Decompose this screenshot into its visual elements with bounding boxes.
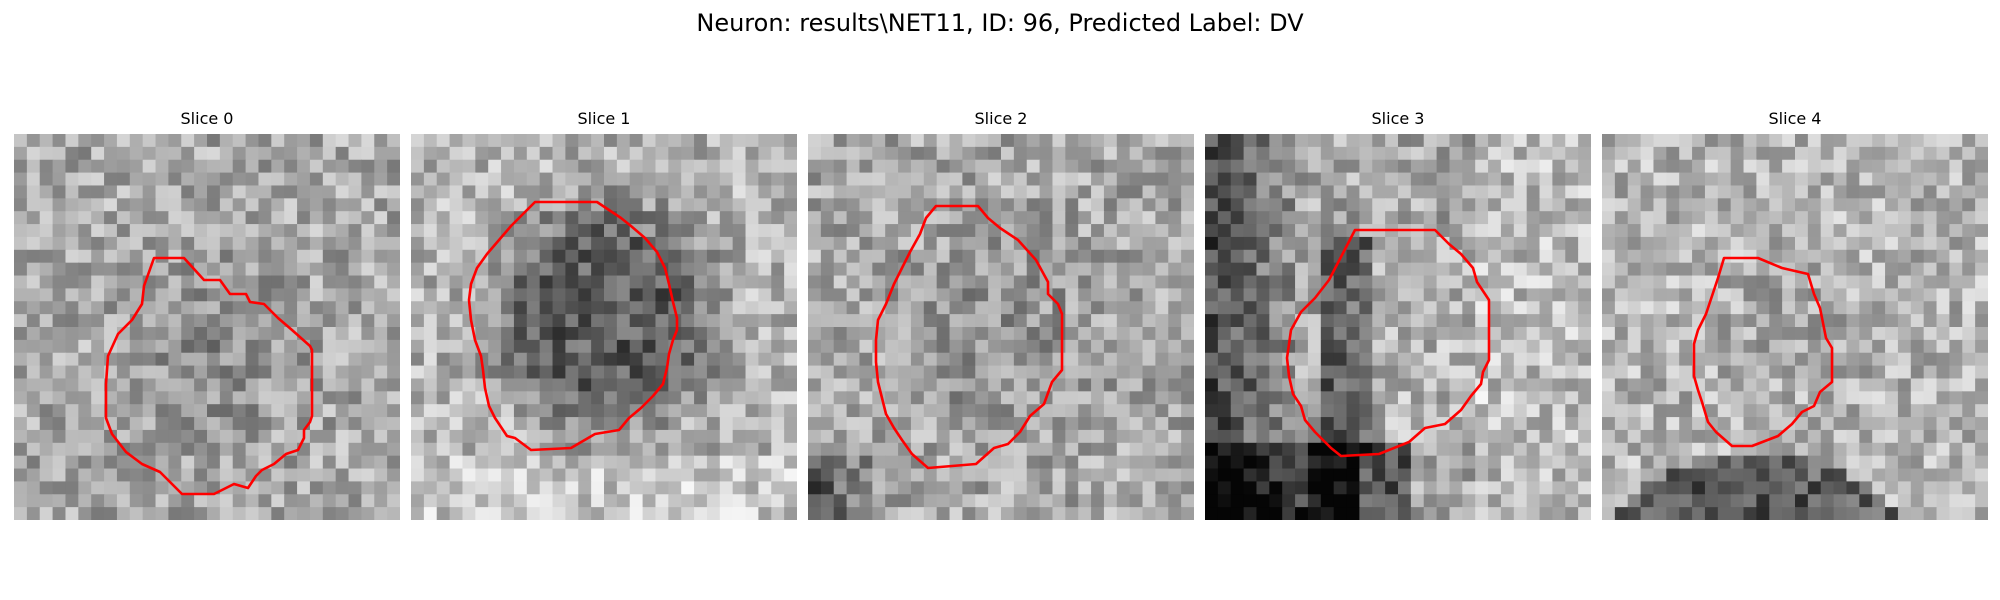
slice-2-title: Slice 2 [974,109,1028,128]
slice-2-contour [874,204,1064,470]
slice-panel-2: Slice 2 [808,106,1194,520]
slice-3-contour [1285,228,1491,458]
slice-4-pixels [1602,134,1988,520]
slice-3-image [1205,134,1591,520]
slice-1-title: Slice 1 [577,109,631,128]
figure-title: Neuron: results\NET11, ID: 96, Predicted… [696,9,1304,37]
slice-1-pixels [411,134,797,520]
slice-1-contour [467,200,679,452]
slice-3-title: Slice 3 [1371,109,1425,128]
slice-0-pixels [14,134,400,520]
slice-4-contour [1692,256,1834,448]
slice-1-image [411,134,797,520]
slice-4-image [1602,134,1988,520]
slice-panel-0: Slice 0 [14,106,400,520]
slice-2-image [808,134,1194,520]
slice-2-pixels [808,134,1194,520]
slice-3-pixels [1205,134,1591,520]
slice-panel-3: Slice 3 [1205,106,1591,520]
slice-panel-1: Slice 1 [411,106,797,520]
slice-panel-4: Slice 4 [1602,106,1988,520]
slice-0-image [14,134,400,520]
slice-0-contour [104,256,314,496]
slice-0-title: Slice 0 [180,109,234,128]
slice-4-title: Slice 4 [1768,109,1822,128]
